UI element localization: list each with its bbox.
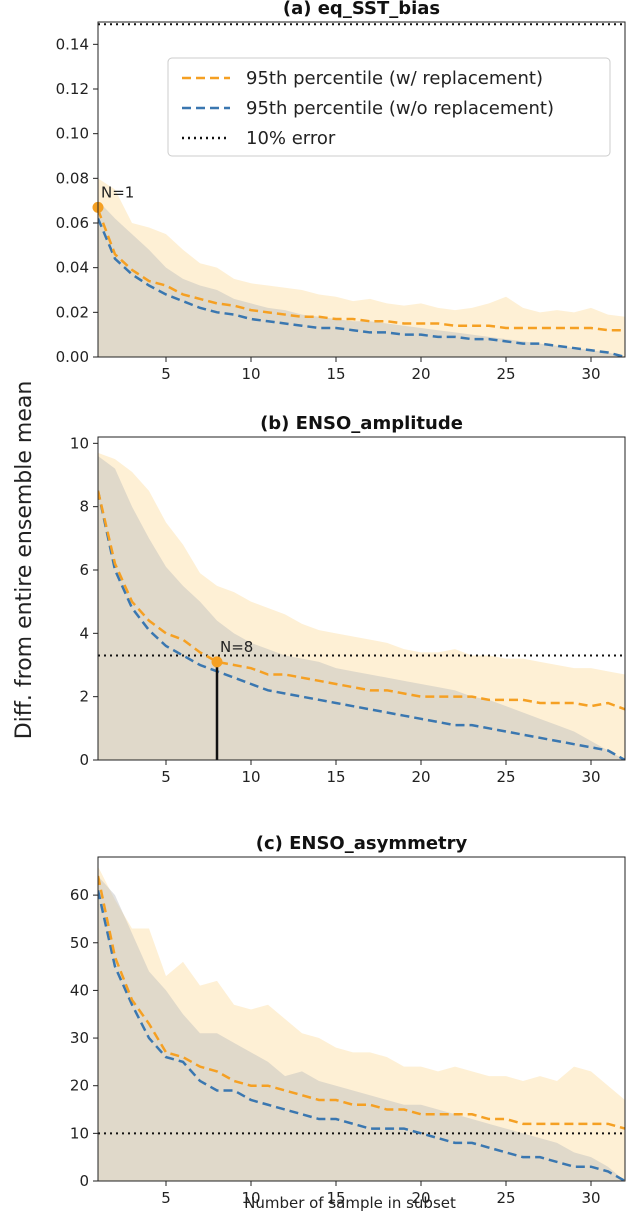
panel-2: N=8 (b) ENSO_amplitude 5 10 15 20 25 30 0 2 4 6 8 10 (70, 413, 626, 786)
band-without-replacement (98, 200, 625, 357)
plot-content (98, 23, 625, 357)
x-tick-label: 30 (581, 768, 600, 786)
y-tick-label: 60 (70, 886, 89, 904)
x-tick-label: 15 (326, 768, 345, 786)
panel-title: (c) ENSO_asymmetry (256, 833, 468, 854)
y-tick-label: 8 (79, 498, 89, 516)
x-tick-label: 15 (326, 365, 345, 383)
series-with-replacement (98, 490, 625, 711)
y-tick-label: 0.14 (56, 35, 89, 53)
plot-frame (97, 856, 626, 1182)
y-tick-label: 0.12 (56, 80, 89, 98)
x-tick-label: 30 (581, 365, 600, 383)
series-with-replacement (98, 875, 625, 1130)
plot-content (98, 866, 625, 1181)
x-tick-label: 15 (326, 1189, 345, 1207)
threshold-marker (211, 656, 223, 668)
x-tick-label: 5 (161, 768, 171, 786)
x-tick-label: 20 (411, 768, 430, 786)
band-with-replacement (98, 178, 625, 357)
plot-frame (97, 436, 626, 761)
panel-title: (b) ENSO_amplitude (260, 413, 463, 434)
y-tick-label: 0.00 (56, 348, 89, 366)
y-tick-label: 6 (79, 561, 89, 579)
plot-content (98, 452, 625, 760)
x-axis-label: Number of sample in subset (244, 1194, 456, 1212)
legend: 95th percentile (w/ replacement) 95th pe… (167, 57, 611, 157)
panel-1: N=1 (a) eq_SST_bias 5 10 15 20 25 30 0.00 0.02 0.0… (56, 0, 626, 383)
y-tick-label: 40 (70, 981, 89, 999)
y-tick-label: 30 (70, 1029, 89, 1047)
x-tick-label: 5 (161, 365, 171, 383)
x-tick-label: 5 (161, 1189, 171, 1207)
y-tick-label: 0.08 (56, 169, 89, 187)
x-tick-label: 25 (496, 768, 515, 786)
legend-frame (167, 57, 611, 157)
x-tick-label: 20 (411, 365, 430, 383)
y-tick-label: 0 (79, 751, 89, 769)
annotation-label: N=8 (220, 638, 253, 656)
legend-label-without-replacement: 95th percentile (w/o replacement) (246, 98, 554, 119)
x-tick-label: 20 (411, 1189, 430, 1207)
series-with-replacement (98, 209, 625, 332)
x-tick-label: 25 (496, 365, 515, 383)
annotation-label: N=1 (101, 183, 134, 201)
y-tick-label: 0.02 (56, 303, 89, 321)
y-tick-label: 2 (79, 688, 89, 706)
y-tick-label: 0.06 (56, 214, 89, 232)
panel-title: (a) eq_SST_bias (283, 0, 440, 19)
band-without-replacement (98, 456, 625, 760)
band-without-replacement (98, 876, 625, 1181)
y-tick-label: 10 (70, 1124, 89, 1142)
y-tick-label: 0.10 (56, 125, 89, 143)
x-tick-label: 30 (581, 1189, 600, 1207)
x-tick-label: 10 (241, 768, 260, 786)
y-tick-label: 20 (70, 1077, 89, 1095)
plot-frame (97, 21, 626, 358)
band-with-replacement (98, 866, 625, 1181)
x-tick-label: 10 (241, 365, 260, 383)
band-with-replacement (98, 452, 625, 760)
y-axis-label: Diff. from entire ensemble mean (12, 381, 37, 740)
y-tick-label: 10 (70, 434, 89, 452)
legend-label-ten-percent-error: 10% error (246, 128, 336, 149)
y-tick-label: 0.04 (56, 259, 89, 277)
series-without-replacement (98, 218, 625, 357)
series-without-replacement (98, 890, 625, 1181)
legend-label-with-replacement: 95th percentile (w/ replacement) (246, 68, 543, 89)
y-tick-label: 4 (79, 624, 89, 642)
panel-3: (c) ENSO_asymmetry 5 10 15 20 25 30 0 10 20 30 40 50… (70, 833, 626, 1207)
y-tick-label: 0 (79, 1172, 89, 1190)
series-without-replacement (98, 490, 625, 760)
x-tick-label: 10 (241, 1189, 260, 1207)
x-tick-label: 25 (496, 1189, 515, 1207)
y-tick-label: 50 (70, 934, 89, 952)
